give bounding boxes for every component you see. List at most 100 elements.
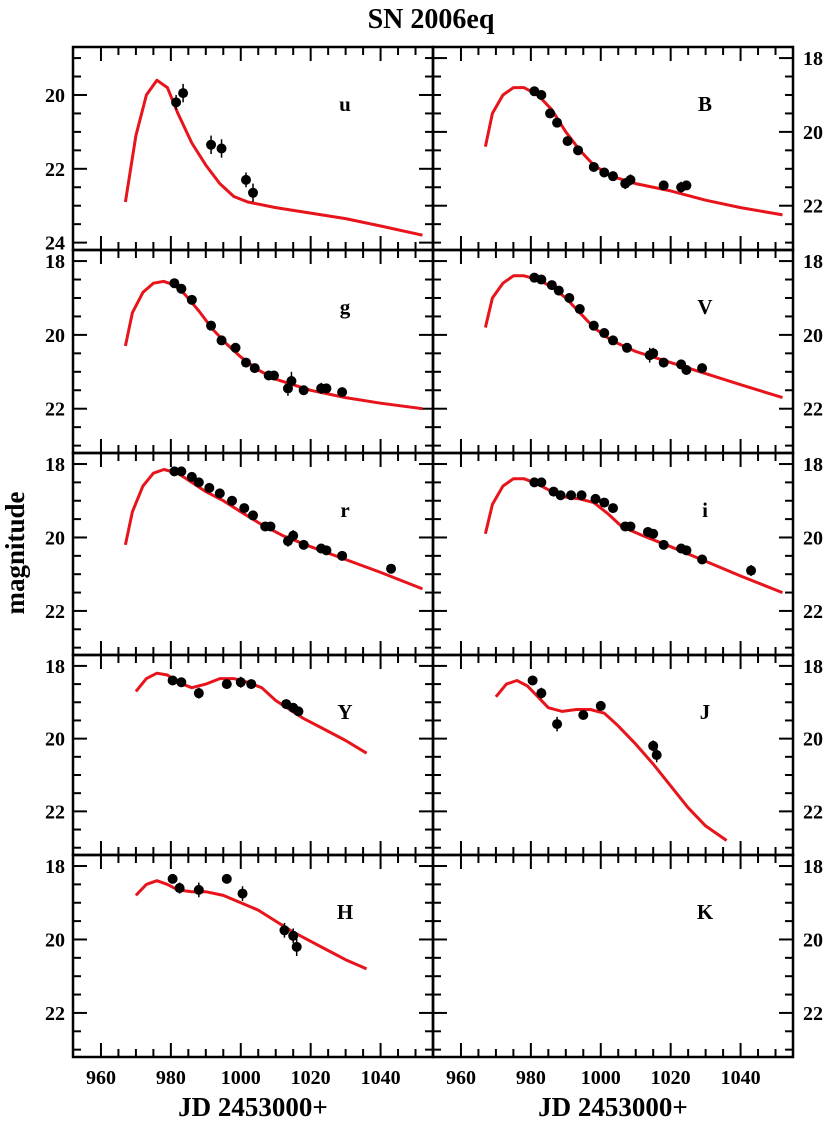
data-point-i: [648, 528, 659, 539]
data-point-r: [386, 563, 397, 574]
panel-frame: [71, 451, 435, 657]
data-point-i: [608, 503, 618, 514]
data-point-r: [239, 503, 250, 514]
y-tick-label: 22: [45, 1003, 65, 1025]
y-tick-label: 18: [45, 856, 65, 878]
y-tick-label: 18: [803, 656, 823, 678]
band-label-B: B: [698, 92, 712, 116]
data-point-H: [279, 925, 290, 936]
model-curve-J: [494, 679, 728, 842]
model-curve-B: [483, 86, 783, 217]
y-tick-label: 20: [45, 325, 65, 347]
data-point-B: [562, 136, 573, 147]
data-point-g: [298, 385, 309, 396]
data-point-V: [648, 348, 659, 359]
x-tick-label: 1040: [721, 1067, 761, 1089]
data-point-g: [321, 383, 332, 394]
x-tick-label: 1020: [291, 1067, 331, 1089]
y-tick-label: 20: [45, 85, 65, 107]
data-point-r: [186, 471, 197, 482]
data-point-V: [621, 342, 632, 353]
data-point-g: [241, 357, 252, 368]
data-point-u: [206, 139, 217, 150]
data-point-u: [171, 97, 182, 108]
data-point-u: [216, 143, 227, 154]
band-label-g: g: [340, 295, 351, 319]
data-point-r: [265, 521, 276, 532]
data-point-B: [536, 89, 547, 100]
y-tick-label: 18: [803, 251, 823, 273]
data-point-g: [206, 320, 217, 331]
data-point-V: [599, 328, 610, 339]
data-point-r: [321, 545, 332, 556]
y-tick-label: 22: [45, 801, 65, 823]
data-point-r: [288, 530, 299, 541]
band-label-i: i: [702, 498, 708, 522]
data-point-H: [288, 930, 299, 941]
data-point-J: [648, 740, 659, 751]
data-point-H: [167, 873, 178, 884]
model-curve-u: [123, 78, 423, 237]
data-point-r: [298, 539, 309, 550]
data-point-g: [230, 342, 241, 353]
data-point-V: [553, 285, 564, 296]
data-point-H: [221, 873, 232, 884]
data-point-u: [248, 187, 258, 198]
y-tick-label: 20: [803, 325, 823, 347]
data-point-Y: [167, 675, 178, 686]
data-point-i: [536, 477, 547, 488]
y-tick-label: 20: [45, 929, 65, 951]
y-tick-label: 20: [803, 527, 823, 549]
data-point-B: [608, 171, 618, 182]
data-point-B: [599, 167, 610, 178]
panel-grid: 202224u182022B182022g182022V182022r18202…: [45, 45, 823, 1089]
panel-frame: [431, 45, 795, 252]
data-point-g: [249, 363, 260, 374]
y-tick-label: 20: [803, 122, 823, 144]
data-point-J: [552, 719, 563, 730]
model-curve-i: [483, 477, 784, 594]
data-point-Y: [235, 677, 246, 688]
data-point-r: [227, 495, 238, 506]
data-point-J: [578, 710, 589, 720]
model-curve-Y: [134, 671, 368, 755]
data-point-g: [268, 370, 279, 381]
y-tick-label: 18: [45, 251, 65, 273]
panel-frame: [431, 653, 795, 857]
panel-u: 20 22 24 u: [45, 45, 435, 255]
band-label-J: J: [700, 700, 711, 724]
band-label-Y: Y: [337, 700, 352, 724]
data-point-V: [564, 292, 575, 303]
y-tick-label: 22: [45, 159, 65, 181]
x-tick-label: 960: [86, 1067, 116, 1089]
data-point-J: [595, 700, 606, 711]
data-point-i: [555, 490, 566, 501]
data-point-u: [178, 88, 189, 99]
data-point-V: [658, 357, 669, 368]
data-point-r: [169, 466, 180, 477]
data-point-V: [546, 280, 557, 291]
data-point-B: [658, 180, 669, 191]
data-point-Y: [293, 706, 304, 717]
data-point-B: [573, 145, 584, 156]
y-axis-label: magnitude: [0, 491, 30, 614]
y-tick-label: 20: [45, 729, 65, 751]
x-tick-label: 1020: [651, 1067, 691, 1089]
panel-frame: [431, 248, 795, 455]
data-point-V: [588, 320, 599, 331]
data-point-u: [241, 174, 252, 185]
panel-i: 18 20 22 i: [431, 451, 823, 657]
panel-frame: [431, 853, 795, 1059]
data-point-g: [216, 335, 227, 346]
x-axis-label-left: JD 2453000+: [178, 1092, 328, 1122]
model-curve-g: [123, 279, 423, 411]
data-point-g: [186, 294, 197, 305]
data-point-i: [625, 521, 636, 532]
y-tick-label: 18: [45, 656, 65, 678]
data-point-V: [574, 304, 585, 315]
data-point-B: [625, 174, 636, 185]
data-point-i: [697, 554, 708, 565]
panel-Y: 18 20 22 Y: [45, 653, 435, 857]
data-point-V: [697, 363, 708, 374]
data-point-V: [681, 364, 692, 375]
